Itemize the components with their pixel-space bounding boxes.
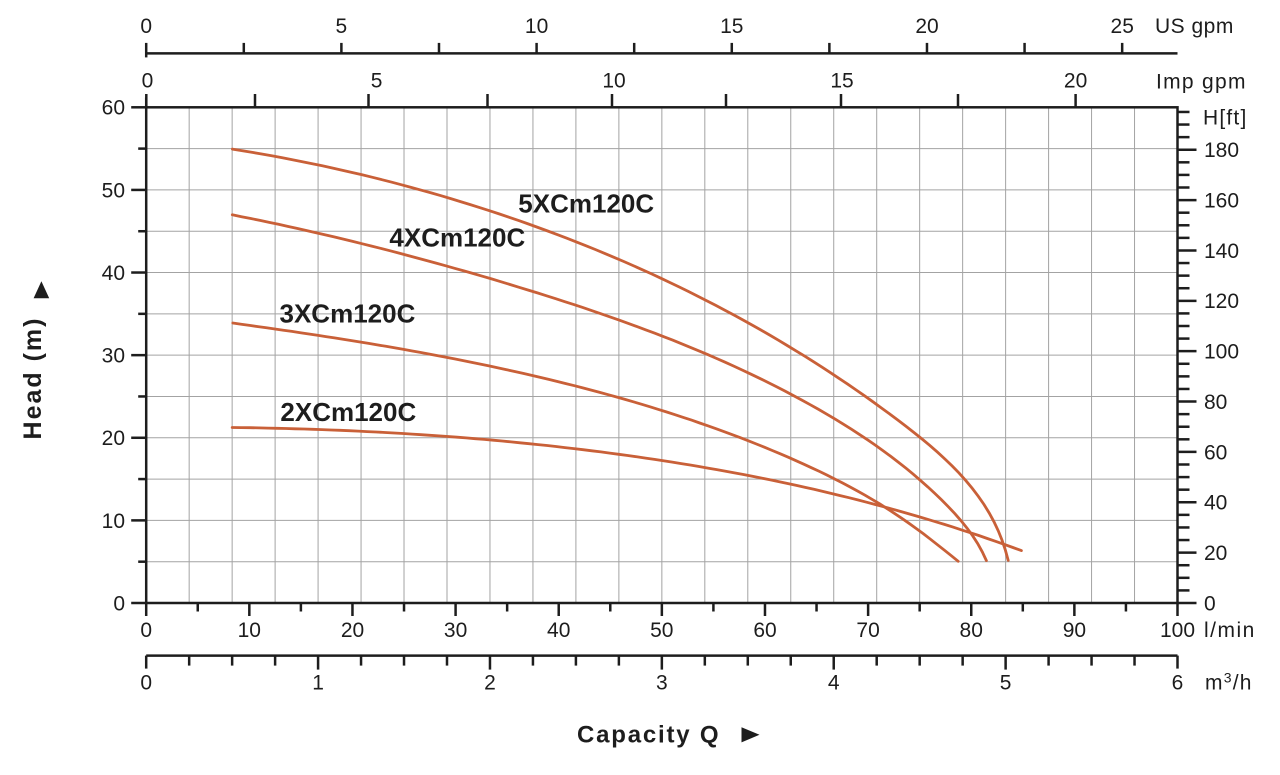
svg-text:20: 20 <box>102 427 125 450</box>
svg-text:15: 15 <box>720 15 743 38</box>
svg-text:25: 25 <box>1111 15 1134 38</box>
svg-text:140: 140 <box>1204 240 1239 263</box>
svg-text:0: 0 <box>140 671 152 694</box>
svg-text:H[ft]: H[ft] <box>1203 106 1248 129</box>
svg-text:70: 70 <box>856 619 879 642</box>
svg-text:3XCm120C: 3XCm120C <box>280 299 416 329</box>
svg-text:60: 60 <box>102 97 125 120</box>
svg-text:0: 0 <box>140 15 152 38</box>
svg-text:Head (m): Head (m) <box>19 317 47 440</box>
svg-text:1: 1 <box>312 671 324 694</box>
svg-text:0: 0 <box>140 619 152 642</box>
svg-text:10: 10 <box>602 69 625 92</box>
svg-text:l/min: l/min <box>1204 619 1256 642</box>
svg-text:90: 90 <box>1063 619 1086 642</box>
svg-text:50: 50 <box>650 619 673 642</box>
svg-text:80: 80 <box>1204 391 1227 414</box>
svg-text:20: 20 <box>341 619 364 642</box>
svg-text:50: 50 <box>102 179 125 202</box>
svg-text:180: 180 <box>1204 139 1239 162</box>
svg-text:60: 60 <box>753 619 776 642</box>
svg-text:5XCm120C: 5XCm120C <box>518 189 654 219</box>
svg-text:US gpm: US gpm <box>1155 15 1234 38</box>
svg-text:40: 40 <box>1204 492 1227 515</box>
svg-text:30: 30 <box>444 619 467 642</box>
svg-text:2XCm120C: 2XCm120C <box>280 397 416 427</box>
svg-text:120: 120 <box>1204 290 1239 313</box>
svg-text:5: 5 <box>371 69 383 92</box>
svg-text:10: 10 <box>525 15 548 38</box>
svg-text:Imp gpm: Imp gpm <box>1156 70 1247 93</box>
svg-text:4XCm120C: 4XCm120C <box>389 223 525 253</box>
svg-text:40: 40 <box>102 262 125 285</box>
svg-text:10: 10 <box>102 510 125 533</box>
svg-text:0: 0 <box>142 69 154 92</box>
svg-text:20: 20 <box>1204 542 1227 565</box>
svg-text:0: 0 <box>113 592 125 615</box>
svg-text:6: 6 <box>1172 671 1184 694</box>
svg-text:20: 20 <box>915 15 938 38</box>
svg-text:0: 0 <box>1204 592 1216 615</box>
svg-text:60: 60 <box>1204 441 1227 464</box>
svg-text:20: 20 <box>1064 69 1087 92</box>
svg-text:40: 40 <box>547 619 570 642</box>
svg-text:Capacity Q: Capacity Q <box>577 722 720 749</box>
svg-text:5: 5 <box>336 15 348 38</box>
svg-text:160: 160 <box>1204 190 1239 213</box>
svg-text:3: 3 <box>656 671 668 694</box>
svg-text:2: 2 <box>484 671 496 694</box>
svg-text:100: 100 <box>1204 341 1239 364</box>
svg-text:15: 15 <box>830 69 853 92</box>
svg-text:100: 100 <box>1160 619 1195 642</box>
svg-text:4: 4 <box>828 671 840 694</box>
svg-text:5: 5 <box>1000 671 1012 694</box>
svg-text:80: 80 <box>960 619 983 642</box>
svg-text:10: 10 <box>238 619 261 642</box>
svg-text:30: 30 <box>102 345 125 368</box>
